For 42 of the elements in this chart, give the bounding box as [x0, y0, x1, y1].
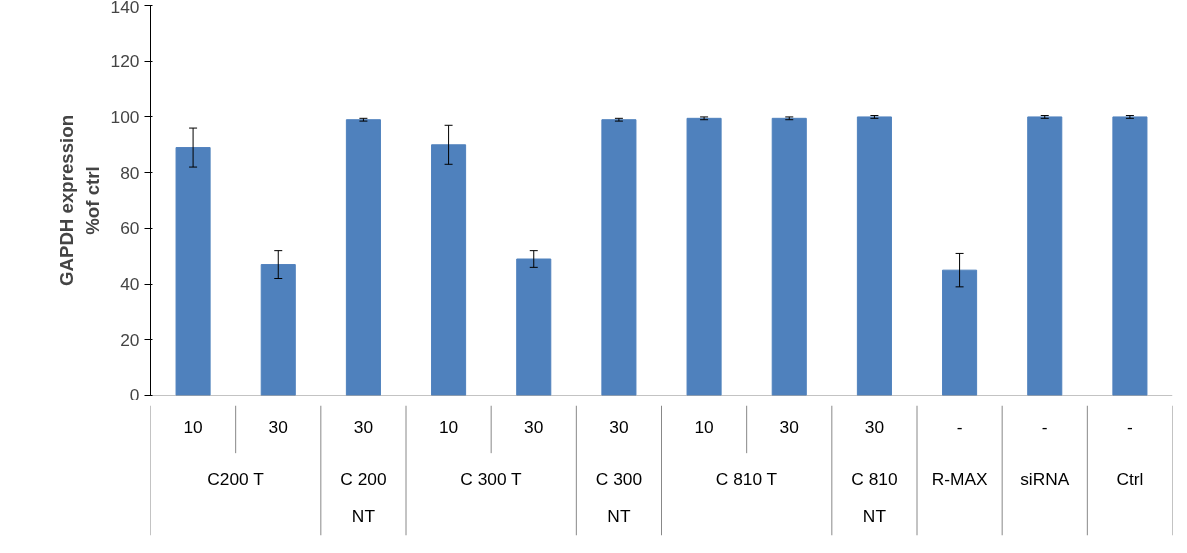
text: C 810 T	[715, 469, 778, 490]
bar	[942, 269, 978, 396]
x-tick-label: -	[956, 417, 963, 438]
y-tick-label: 60	[120, 218, 140, 239]
text: R-MAX	[931, 469, 988, 490]
x-tick-label: 30	[524, 417, 544, 438]
y-tick-label: 100	[110, 106, 140, 127]
x-tick-label: 30	[353, 417, 374, 438]
x-tick-label: 10	[694, 417, 714, 438]
x-tick-label: 30	[609, 417, 629, 438]
text: C 300 NT	[595, 469, 643, 526]
bar	[771, 117, 807, 396]
text: C 200 NT	[340, 469, 387, 526]
text: C200 T	[207, 469, 265, 490]
text: C 300 T	[460, 469, 523, 490]
x-tick-label: 30	[864, 417, 885, 438]
bar	[601, 119, 637, 396]
x-tick-label: 10	[183, 417, 203, 438]
x-tick-label: -	[1041, 417, 1048, 438]
y-tick-label: 40	[120, 274, 140, 295]
x-tick-label: 30	[268, 417, 288, 438]
bar	[516, 258, 552, 396]
y-axis-title: GAPDH expression %of ctrl	[56, 114, 103, 287]
y-tick-label: 140	[110, 0, 140, 17]
y-tick-label: 20	[120, 329, 140, 350]
bar	[1112, 116, 1148, 396]
bar	[260, 264, 296, 396]
bar	[686, 117, 722, 396]
text: siRNA	[1020, 469, 1070, 490]
bar	[856, 116, 892, 396]
bar	[1027, 116, 1063, 396]
y-tick-label: 0	[129, 384, 140, 405]
text: C 810 NT	[851, 469, 898, 526]
x-tick-label: 10	[438, 417, 459, 438]
x-tick-label: 30	[779, 417, 799, 438]
bar	[345, 119, 381, 396]
text: Ctrl	[1116, 469, 1144, 490]
bar	[175, 147, 211, 396]
y-tick-label: 80	[120, 162, 140, 183]
y-tick-label: 120	[110, 51, 140, 72]
x-tick-label: -	[1127, 417, 1133, 438]
bar	[431, 144, 467, 396]
